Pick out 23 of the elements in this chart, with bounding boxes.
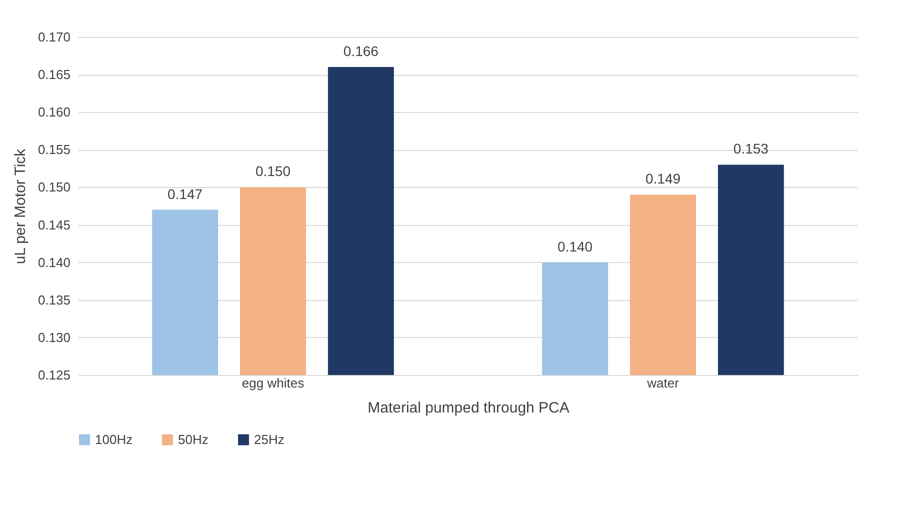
x-tick-label: egg whites: [242, 376, 305, 390]
data-label: 0.149: [645, 170, 681, 187]
y-tick-label: 0.130: [38, 330, 70, 345]
legend-label: 50Hz: [178, 432, 208, 447]
legend-label: 100Hz: [95, 432, 133, 447]
data-label: 0.166: [343, 43, 379, 60]
legend-label: 25Hz: [254, 432, 284, 447]
data-label: 0.147: [168, 186, 203, 202]
y-tick-label: 0.165: [38, 67, 70, 82]
y-tick-label: 0.125: [38, 368, 70, 382]
y-tick-label: 0.160: [38, 104, 70, 120]
y-tick-label: 0.170: [38, 30, 70, 44]
data-label: 0.140: [558, 238, 593, 254]
data-label: 0.150: [255, 163, 291, 180]
y-tick-label: 0.150: [38, 180, 70, 195]
x-tick-label: water: [646, 376, 680, 390]
y-axis-title: uL per Motor Tick: [12, 148, 29, 264]
x-axis-title: Material pumped through PCA: [368, 400, 570, 416]
data-label: 0.153: [733, 140, 769, 157]
y-tick-label: 0.135: [38, 292, 70, 308]
y-tick-label: 0.140: [38, 254, 70, 270]
y-tick-label: 0.155: [38, 142, 70, 158]
y-tick-label: 0.145: [38, 217, 70, 232]
